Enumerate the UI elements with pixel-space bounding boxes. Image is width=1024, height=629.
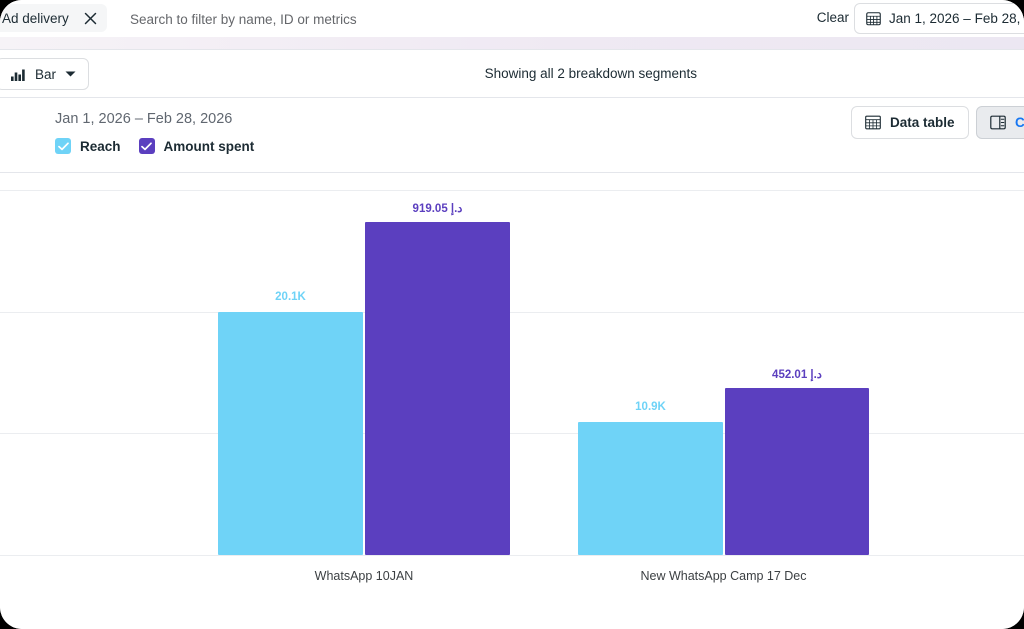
gridline xyxy=(0,433,1024,434)
chart-legend: Reach Amount spent xyxy=(55,138,254,154)
gridline xyxy=(0,190,1024,191)
filter-bar: Ad delivery Clear Jan 1, 2026 – Feb 28, … xyxy=(0,0,1024,39)
data-table-button[interactable]: Data table xyxy=(851,106,969,139)
x-axis-label: WhatsApp 10JAN xyxy=(314,569,414,583)
bar-value-label: 452.01 د.إ xyxy=(772,369,822,381)
customise-label: Customise xyxy=(1015,115,1024,130)
bar-value-label: 919.05 د.إ xyxy=(412,203,463,215)
chart-date-range: Jan 1, 2026 – Feb 28, 2026 xyxy=(55,111,233,127)
calendar-icon xyxy=(866,11,881,26)
customise-button[interactable]: Customise xyxy=(976,106,1024,139)
chart-header: Jan 1, 2026 – Feb 28, 2026 Reach Amount s… xyxy=(0,98,1024,172)
chart-toolbar: Bar Showing all 2 breakdown segments Dat… xyxy=(0,50,1024,139)
bar-value-label: 20.1K xyxy=(275,291,306,303)
bar-reach-0[interactable] xyxy=(218,312,363,555)
legend-checkbox[interactable] xyxy=(55,138,71,154)
date-range-picker-button[interactable]: Jan 1, 2026 – Feb 28, 2026 xyxy=(854,3,1024,34)
x-axis-label: New WhatsApp Camp 17 Dec xyxy=(640,569,807,583)
filter-bar-bottom-border xyxy=(0,49,1024,50)
legend-label: Reach xyxy=(80,138,121,154)
chevron-down-icon xyxy=(65,70,76,78)
chart-type-label: Bar xyxy=(35,66,57,82)
filter-pill-label: Ad delivery xyxy=(2,10,69,26)
chart-type-dropdown[interactable]: Bar xyxy=(0,58,90,90)
chart-toolbar-bottom-border xyxy=(0,97,1024,98)
chart-header-bottom-border xyxy=(0,172,1024,173)
legend-item-amount-spent[interactable]: Amount spent xyxy=(138,138,255,154)
search-input[interactable] xyxy=(128,0,772,39)
gridline xyxy=(0,312,1024,313)
close-icon[interactable] xyxy=(83,11,98,26)
breakdown-segments-status: Showing all 2 breakdown segments xyxy=(484,66,697,81)
date-range-label: Jan 1, 2026 – Feb 28, 2026 xyxy=(889,11,1024,26)
legend-label: Amount spent xyxy=(163,138,255,154)
bar-value-label: 10.9K xyxy=(635,401,666,413)
gridline xyxy=(0,555,1024,556)
clear-filters-link[interactable]: Clear xyxy=(816,10,849,25)
legend-item-reach[interactable]: Reach xyxy=(55,138,121,154)
bar-amount-spent-0[interactable] xyxy=(365,222,510,555)
filter-pill-ad-delivery[interactable]: Ad delivery xyxy=(0,4,107,32)
table-icon xyxy=(865,115,881,130)
bar-reach-1[interactable] xyxy=(578,422,723,555)
bar-amount-spent-1[interactable] xyxy=(725,388,869,555)
bar-chart-icon xyxy=(11,67,26,81)
legend-checkbox[interactable] xyxy=(138,138,155,154)
toolbar-gradient-divider xyxy=(0,37,1024,50)
bar-chart-plot: 20.1K 919.05 د.إ 10.9K 452.01 د.إ WhatsApp 1… xyxy=(0,173,1024,629)
panel-icon xyxy=(990,115,1006,130)
data-table-label: Data table xyxy=(890,115,955,130)
